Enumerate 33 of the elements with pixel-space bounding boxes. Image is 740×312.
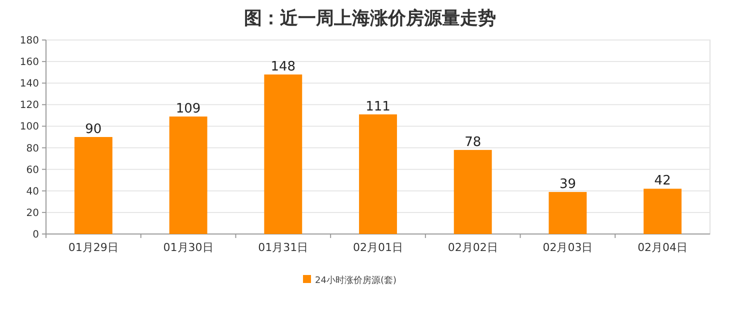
- y-tick-label: 160: [20, 57, 39, 68]
- bar: [548, 192, 587, 234]
- y-tick-label: 140: [20, 78, 39, 90]
- y-tick-label: 0: [32, 230, 39, 240]
- data-label: 111: [366, 99, 390, 114]
- bar: [74, 137, 112, 234]
- bar: [264, 74, 302, 234]
- y-tick-label: 100: [20, 122, 39, 133]
- y-tick-label: 180: [20, 36, 39, 46]
- y-tick-label: 40: [26, 186, 39, 198]
- bar: [169, 116, 208, 234]
- y-tick-label: 80: [26, 143, 39, 154]
- x-tick-label: 02月04日: [638, 241, 688, 254]
- x-tick-label: 02月01日: [353, 241, 403, 254]
- data-label: 78: [464, 134, 482, 150]
- bar: [644, 188, 682, 234]
- bar: [454, 150, 492, 234]
- x-tick-label: 01月29日: [68, 241, 118, 254]
- data-label: 39: [559, 176, 576, 192]
- x-tick-label: 02月02日: [448, 241, 498, 254]
- data-label: 148: [270, 59, 296, 74]
- y-tick-label: 20: [26, 208, 39, 219]
- x-tick-label: 02月03日: [542, 241, 593, 254]
- y-tick-label: 120: [20, 100, 39, 112]
- legend-label: 24小时涨价房源(套): [315, 275, 396, 286]
- data-label: 90: [85, 122, 102, 137]
- data-label: 109: [176, 102, 201, 117]
- chart-title: 图：近一周上海涨价房源量走势: [244, 8, 496, 29]
- data-label: 42: [654, 174, 671, 189]
- x-tick-label: 01月31日: [258, 241, 308, 254]
- bar: [359, 114, 397, 234]
- x-tick-label: 01月30日: [163, 241, 214, 254]
- y-tick-label: 60: [26, 164, 39, 176]
